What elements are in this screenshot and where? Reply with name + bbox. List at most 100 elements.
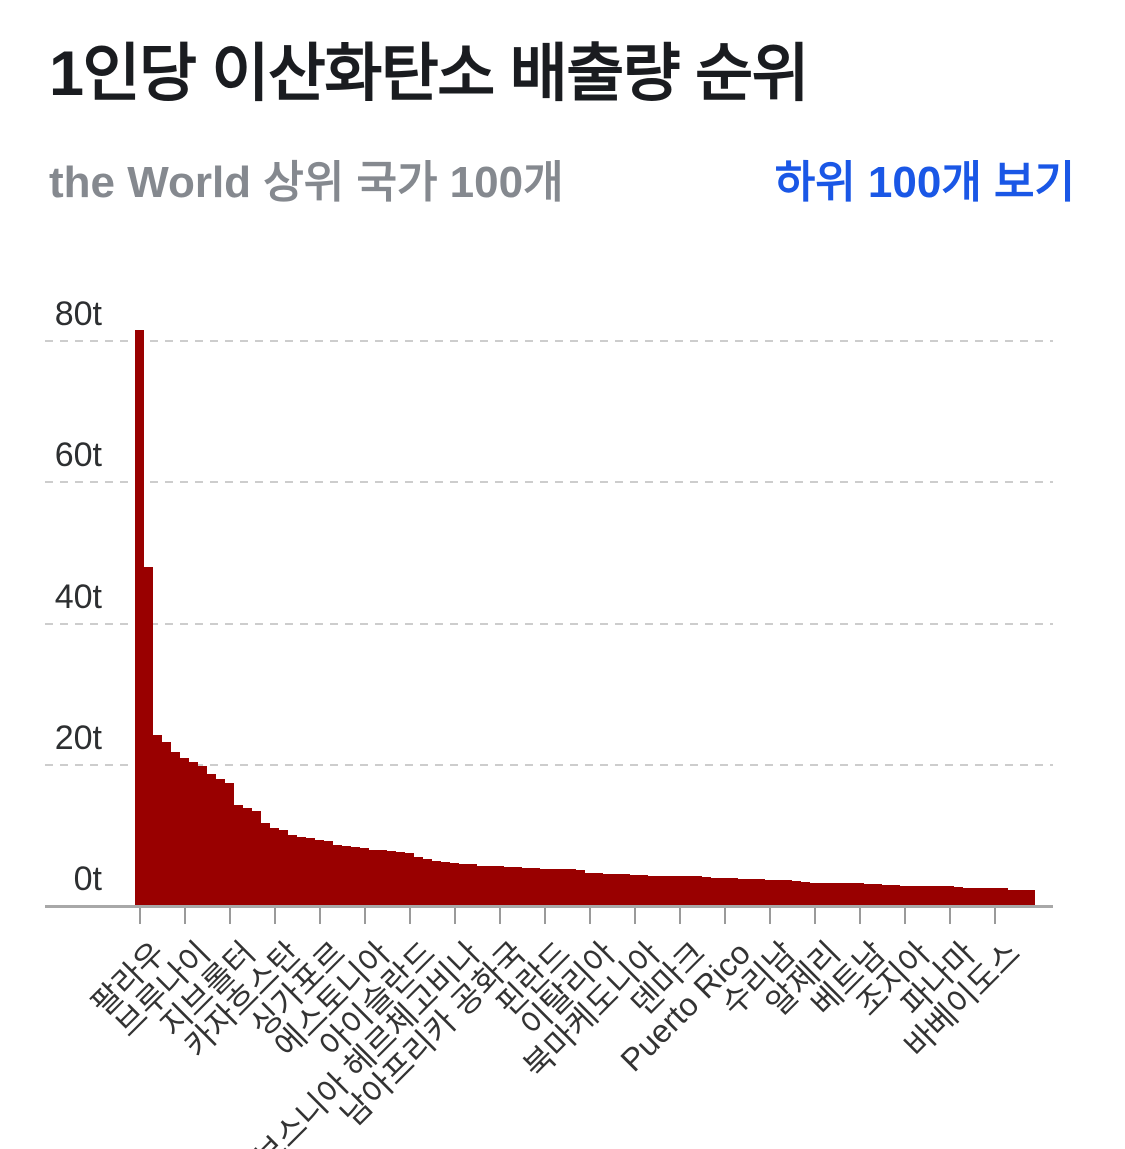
bar[interactable] bbox=[360, 848, 369, 906]
bar[interactable] bbox=[657, 875, 666, 906]
bar[interactable] bbox=[486, 866, 495, 906]
bar[interactable] bbox=[666, 875, 675, 906]
bar[interactable] bbox=[531, 867, 540, 906]
bar[interactable] bbox=[423, 859, 432, 906]
bar[interactable] bbox=[765, 879, 774, 906]
bar[interactable] bbox=[612, 873, 621, 906]
bar[interactable] bbox=[900, 885, 909, 906]
bar[interactable] bbox=[189, 761, 198, 906]
bar[interactable] bbox=[729, 878, 738, 906]
bar[interactable] bbox=[567, 869, 576, 906]
bar[interactable] bbox=[675, 876, 684, 906]
bar[interactable] bbox=[576, 869, 585, 906]
bar[interactable] bbox=[297, 836, 306, 906]
bar[interactable] bbox=[783, 879, 792, 906]
bar[interactable] bbox=[801, 881, 810, 906]
bar[interactable] bbox=[549, 868, 558, 906]
bar[interactable] bbox=[432, 860, 441, 906]
bar[interactable] bbox=[774, 879, 783, 906]
bar[interactable] bbox=[369, 849, 378, 906]
bar[interactable] bbox=[162, 742, 171, 906]
bar[interactable] bbox=[954, 886, 963, 906]
bar[interactable] bbox=[1017, 889, 1026, 906]
bar[interactable] bbox=[594, 872, 603, 906]
bar[interactable] bbox=[171, 752, 180, 906]
bar[interactable] bbox=[558, 869, 567, 906]
bar[interactable] bbox=[405, 853, 414, 906]
bar[interactable] bbox=[495, 866, 504, 906]
bar[interactable] bbox=[963, 887, 972, 906]
bar[interactable] bbox=[450, 862, 459, 906]
bar[interactable] bbox=[1008, 889, 1017, 906]
bar[interactable] bbox=[864, 884, 873, 906]
bar[interactable] bbox=[999, 888, 1008, 906]
bar[interactable] bbox=[522, 867, 531, 906]
bar[interactable] bbox=[540, 868, 549, 906]
bar[interactable] bbox=[972, 887, 981, 906]
bar[interactable] bbox=[630, 874, 639, 906]
bar[interactable] bbox=[693, 876, 702, 906]
bar[interactable] bbox=[504, 867, 513, 906]
bar[interactable] bbox=[468, 864, 477, 906]
bar[interactable] bbox=[981, 887, 990, 906]
bar[interactable] bbox=[351, 846, 360, 906]
bar[interactable] bbox=[621, 874, 630, 906]
bar[interactable] bbox=[279, 829, 288, 906]
bar[interactable] bbox=[198, 766, 207, 906]
bar[interactable] bbox=[315, 839, 324, 906]
bar[interactable] bbox=[459, 863, 468, 906]
bar[interactable] bbox=[603, 873, 612, 906]
bar[interactable] bbox=[144, 567, 153, 906]
bar[interactable] bbox=[819, 882, 828, 906]
bar[interactable] bbox=[207, 773, 216, 906]
bar[interactable] bbox=[387, 850, 396, 906]
bar[interactable] bbox=[855, 883, 864, 906]
bar[interactable] bbox=[441, 861, 450, 906]
bar[interactable] bbox=[720, 878, 729, 906]
bar[interactable] bbox=[990, 888, 999, 906]
bar[interactable] bbox=[243, 807, 252, 906]
bar[interactable] bbox=[846, 883, 855, 906]
bar[interactable] bbox=[945, 886, 954, 906]
bar[interactable] bbox=[1026, 890, 1035, 906]
bar[interactable] bbox=[648, 875, 657, 906]
bar[interactable] bbox=[837, 883, 846, 906]
bar[interactable] bbox=[909, 885, 918, 906]
bar[interactable] bbox=[927, 885, 936, 906]
bar[interactable] bbox=[234, 805, 243, 906]
bar[interactable] bbox=[342, 845, 351, 906]
bar[interactable] bbox=[477, 865, 486, 906]
bar[interactable] bbox=[684, 876, 693, 906]
bar[interactable] bbox=[585, 872, 594, 906]
bar[interactable] bbox=[711, 878, 720, 906]
bar[interactable] bbox=[702, 877, 711, 906]
bar[interactable] bbox=[216, 778, 225, 906]
bar[interactable] bbox=[270, 827, 279, 906]
bar[interactable] bbox=[333, 844, 342, 906]
bar[interactable] bbox=[918, 885, 927, 906]
bar[interactable] bbox=[513, 867, 522, 906]
bar[interactable] bbox=[747, 879, 756, 906]
bar[interactable] bbox=[306, 838, 315, 906]
bar[interactable] bbox=[810, 882, 819, 906]
show-bottom-100-link[interactable]: 하위 100개 보기 bbox=[774, 158, 1075, 207]
bar[interactable] bbox=[261, 823, 270, 906]
bar[interactable] bbox=[639, 874, 648, 906]
bar[interactable] bbox=[414, 856, 423, 906]
bar[interactable] bbox=[135, 330, 144, 906]
bar[interactable] bbox=[153, 735, 162, 906]
bar[interactable] bbox=[828, 882, 837, 906]
bar[interactable] bbox=[225, 783, 234, 906]
bar[interactable] bbox=[324, 841, 333, 906]
bar[interactable] bbox=[882, 884, 891, 906]
bar[interactable] bbox=[288, 834, 297, 906]
bar[interactable] bbox=[792, 880, 801, 906]
bar[interactable] bbox=[396, 851, 405, 906]
bar[interactable] bbox=[738, 879, 747, 906]
bar[interactable] bbox=[936, 886, 945, 906]
bar[interactable] bbox=[180, 757, 189, 906]
bar[interactable] bbox=[891, 884, 900, 906]
bar[interactable] bbox=[873, 884, 882, 906]
bar[interactable] bbox=[252, 811, 261, 906]
bar[interactable] bbox=[378, 850, 387, 906]
